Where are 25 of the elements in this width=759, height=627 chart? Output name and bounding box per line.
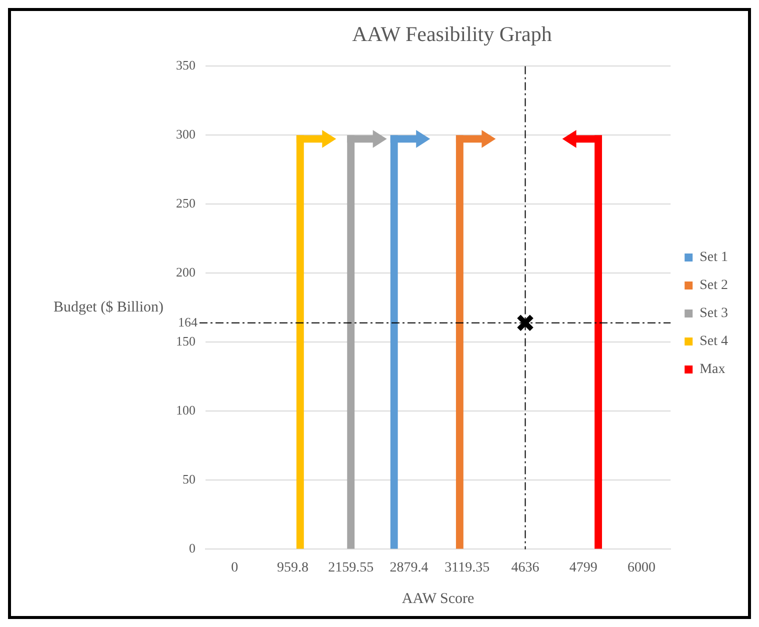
y-tick-label: 300 [176, 126, 196, 142]
x-tick-label: 6000 [628, 560, 656, 576]
legend-label: Set 2 [700, 278, 728, 294]
legend-label: Set 4 [700, 334, 728, 350]
y-tick-label: 250 [176, 196, 196, 211]
x-tick-label: 3119.35 [444, 560, 490, 576]
y-tick-label: 50 [182, 472, 196, 487]
x-tick-label: 4799 [569, 560, 598, 576]
x-tick-label: 0 [231, 560, 238, 576]
y-tick-label: 0 [189, 540, 196, 556]
x-tick-label: 959.8 [276, 560, 308, 576]
x-tick-label: 2159.55 [328, 560, 374, 576]
y-tick-label: 100 [176, 402, 196, 418]
y-tick-label: 200 [176, 264, 196, 280]
legend-label: Set 3 [700, 306, 728, 322]
y-axis-title: Budget ($ Billion) [54, 300, 164, 316]
x-axis-title: AAW Score [402, 590, 475, 607]
ref-line-label: 164 [178, 314, 198, 330]
legend-label: Set 1 [700, 250, 728, 266]
y-tick-label: 350 [176, 58, 196, 73]
y-tick-label: 150 [176, 334, 196, 349]
x-tick-label: 4636 [511, 560, 540, 576]
chart-title: AAW Feasibility Graph [352, 22, 552, 46]
legend-label: Max [700, 362, 726, 378]
x-tick-label: 2879.4 [390, 560, 428, 576]
